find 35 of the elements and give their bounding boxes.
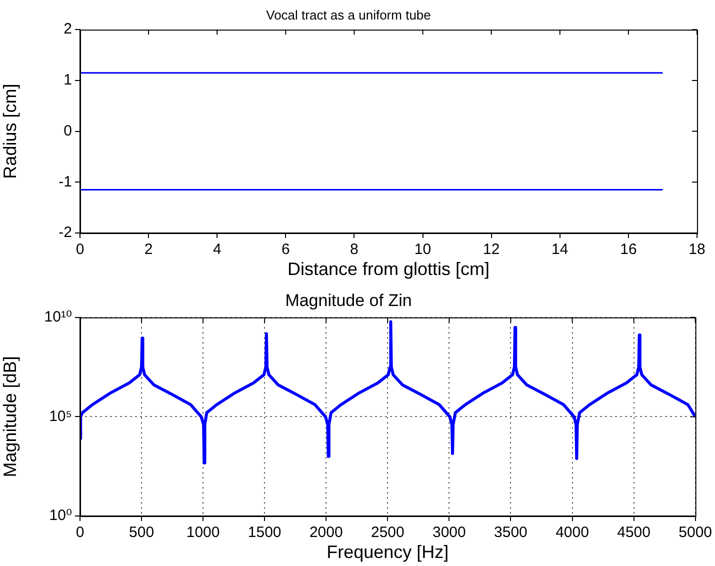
x-tick-label: 4500 [617, 524, 650, 542]
x-tick-label: 3000 [432, 524, 466, 542]
y-tick-label: -1 [58, 173, 72, 190]
x-tick-label: 5000 [678, 524, 712, 542]
y-tick-label: 2 [64, 20, 72, 38]
y-tick-label: -2 [58, 224, 72, 242]
y-tick-label: 0 [64, 122, 72, 140]
chart-title: Magnitude of Zin [285, 290, 412, 310]
x-tick-label: 16 [620, 241, 637, 258]
x-axis-title: Frequency [Hz] [326, 542, 449, 562]
x-tick-label: 4 [212, 241, 222, 258]
x-axis-title: Distance from glottis [cm] [287, 259, 490, 280]
x-tick-label: 14 [552, 241, 568, 258]
x-tick-label: 1500 [248, 524, 282, 542]
x-tick-label: 2 [144, 241, 153, 258]
x-tick-label: 8 [350, 241, 358, 258]
x-tick-label: 10 [414, 241, 432, 258]
y-axis-title: Magnitude [dB] [0, 356, 20, 478]
x-tick-label: 12 [482, 241, 500, 258]
y-tick-label: 10⁵ [49, 408, 72, 425]
x-tick-label: 6 [281, 241, 290, 258]
x-tick-label: 3500 [494, 524, 528, 542]
y-tick-label: 10⁰ [49, 507, 72, 524]
y-tick-label: 10¹⁰ [44, 308, 72, 326]
x-tick-label: 2500 [370, 524, 404, 542]
x-tick-label: 2000 [309, 524, 343, 542]
x-tick-label: 0 [76, 241, 84, 258]
x-tick-label: 18 [688, 241, 706, 258]
x-tick-label: 1000 [186, 524, 220, 542]
y-axis-title: Radius [cm] [0, 84, 20, 179]
chart-title: Vocal tract as a uniform tube [266, 7, 431, 22]
x-tick-label: 500 [129, 524, 154, 542]
x-tick-label: 4000 [556, 524, 589, 542]
x-tick-label: 0 [76, 524, 84, 542]
y-tick-label: 1 [64, 72, 72, 89]
